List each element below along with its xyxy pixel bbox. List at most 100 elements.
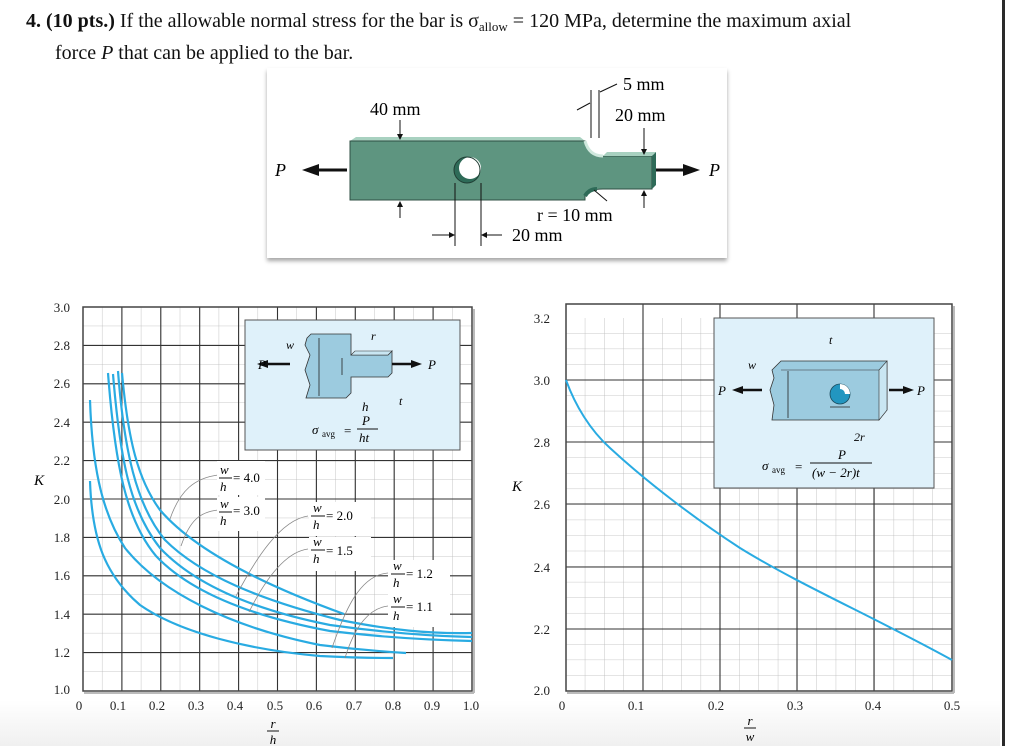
svg-text:0.5: 0.5 xyxy=(944,698,960,713)
svg-text:r: r xyxy=(747,713,753,728)
x-axis-label: r w xyxy=(744,713,756,744)
curve-w-h-1.1 xyxy=(88,480,394,660)
svg-text:r: r xyxy=(270,716,276,731)
svg-text:0.8: 0.8 xyxy=(385,698,401,713)
svg-text:h: h xyxy=(362,399,369,414)
svg-text:=: = xyxy=(344,423,351,438)
svg-text:2.4: 2.4 xyxy=(54,415,71,430)
problem-text-2b: that can be applied to the bar. xyxy=(113,42,354,64)
dim-thickness-label: 5 mm xyxy=(623,74,665,94)
fillet-leader xyxy=(593,189,608,202)
label-w-h-4.0: wh = 4.0 xyxy=(217,461,265,495)
problem-statement: 4. (10 pts.) If the allowable normal str… xyxy=(26,8,986,67)
svg-text:h: h xyxy=(220,513,227,528)
page-right-border xyxy=(1002,0,1005,746)
svg-text:2.6: 2.6 xyxy=(534,497,551,512)
bar-figure: P P 40 mm 5 mm 20 mm r = 10 mm 20 mm xyxy=(267,68,727,258)
svg-text:r: r xyxy=(371,329,376,343)
curve-hole xyxy=(565,379,953,661)
force-symbol: P xyxy=(101,42,114,64)
svg-text:1.6: 1.6 xyxy=(54,568,71,583)
y-tick-labels: 3.2 3.0 2.8 2.6 2.4 2.2 2.0 xyxy=(534,311,551,698)
dim-narrow-label: 20 mm xyxy=(615,105,666,125)
dim-leader xyxy=(599,83,618,93)
svg-text:0.1: 0.1 xyxy=(110,698,126,713)
y-tick-labels: 3.0 2.8 2.6 2.4 2.2 2.0 1.8 1.6 1.4 1.2 … xyxy=(54,300,71,697)
x-tick-labels: 0 0.1 0.2 0.3 0.4 0.5 0.6 0.7 0.8 0.9 1.… xyxy=(76,698,479,713)
problem-text-2a: force xyxy=(55,42,102,64)
dim-arrow-icon xyxy=(641,190,647,196)
svg-text:2.2: 2.2 xyxy=(54,453,70,468)
page-bottom-shade xyxy=(0,700,1000,746)
chart-right: 3.2 3.0 2.8 2.6 2.4 2.2 2.0 K 0 0.1 0.2 … xyxy=(511,303,960,744)
svg-text:0.3: 0.3 xyxy=(787,698,803,713)
bar-end-face xyxy=(652,152,656,189)
label-leaders xyxy=(169,474,389,659)
y-axis-label: K xyxy=(33,473,45,489)
load-label-left: P xyxy=(274,160,286,180)
svg-text:2r: 2r xyxy=(854,430,865,444)
svg-text:P: P xyxy=(427,357,436,372)
svg-text:w: w xyxy=(393,591,402,606)
label-w-h-1.2: wh = 1.2 xyxy=(388,558,450,594)
svg-text:w: w xyxy=(393,558,402,573)
curve-w-h-2.0 xyxy=(111,373,473,639)
svg-text:0.4: 0.4 xyxy=(865,698,882,713)
svg-text:0: 0 xyxy=(559,698,566,713)
svg-text:w: w xyxy=(220,462,229,477)
ratio-labels: wh= 4.0 wh= 3.0 wh= 2.0 wh= 1.5 wh= 1.2 … xyxy=(217,461,450,627)
svg-text:1.2: 1.2 xyxy=(54,645,70,660)
svg-text:2.2: 2.2 xyxy=(534,622,550,637)
svg-text:1.4: 1.4 xyxy=(54,607,71,622)
label-w-h-1.5: wh = 1.5 xyxy=(309,534,371,571)
svg-text:2.8: 2.8 xyxy=(534,435,550,450)
svg-text:w: w xyxy=(286,338,294,352)
dim-width-label: 40 mm xyxy=(370,99,421,119)
svg-text:w: w xyxy=(746,729,755,744)
svg-text:h: h xyxy=(220,479,227,494)
svg-text:avg: avg xyxy=(322,429,335,439)
svg-text:P: P xyxy=(837,447,846,462)
svg-text:2.0: 2.0 xyxy=(534,683,550,698)
curve-w-h-3.0 xyxy=(116,370,473,635)
svg-text:= 1.5: = 1.5 xyxy=(326,543,353,558)
svg-text:0.2: 0.2 xyxy=(708,698,724,713)
hole-outline xyxy=(453,156,481,184)
svg-text:0.4: 0.4 xyxy=(227,698,244,713)
curve-w-h-1.5 xyxy=(106,372,473,643)
svg-text:0.6: 0.6 xyxy=(306,698,323,713)
svg-text:t: t xyxy=(829,333,833,347)
dim-leader xyxy=(576,102,591,111)
arrowhead-left-icon xyxy=(302,164,319,176)
svg-text:h: h xyxy=(313,551,320,566)
svg-text:P: P xyxy=(916,383,925,398)
chart-left: 3.0 2.8 2.6 2.4 2.2 2.0 1.8 1.6 1.4 1.2 … xyxy=(33,300,479,746)
svg-text:w: w xyxy=(748,358,756,372)
svg-text:w: w xyxy=(313,534,322,549)
svg-text:= 4.0: = 4.0 xyxy=(233,470,260,485)
bar-diagram: P P 40 mm 5 mm 20 mm r = 10 mm 20 mm xyxy=(274,74,720,246)
fillet-bottom xyxy=(583,187,598,198)
problem-text: If the allowable normal stress for the b… xyxy=(114,10,479,32)
svg-text:0: 0 xyxy=(76,698,83,713)
bar-body xyxy=(349,140,653,201)
svg-text:2.0: 2.0 xyxy=(54,492,70,507)
svg-text:2.4: 2.4 xyxy=(534,560,551,575)
svg-text:(w − 2r)t: (w − 2r)t xyxy=(812,465,860,480)
problem-text-cont: = 120 MPa, determine the maximum axial xyxy=(507,10,852,32)
svg-text:=: = xyxy=(795,459,802,474)
svg-text:1.0: 1.0 xyxy=(54,682,70,697)
x-tick-labels: 0 0.1 0.2 0.3 0.4 0.5 xyxy=(559,698,960,713)
load-label-right: P xyxy=(708,160,720,180)
problem-line-1: 4. (10 pts.) If the allowable normal str… xyxy=(26,8,986,40)
inset-plate-hole: P P w t 2r σ avg = P (w − 2r)t xyxy=(713,317,935,489)
svg-text:avg: avg xyxy=(772,465,785,475)
svg-text:w: w xyxy=(313,500,322,515)
svg-text:= 3.0: = 3.0 xyxy=(233,503,260,518)
svg-text:3.2: 3.2 xyxy=(534,311,550,326)
problem-line-2: force P that can be applied to the bar. xyxy=(26,40,986,67)
svg-text:h: h xyxy=(393,575,400,590)
svg-text:w: w xyxy=(220,496,229,511)
svg-text:σ: σ xyxy=(762,458,769,473)
svg-text:P: P xyxy=(257,357,266,372)
